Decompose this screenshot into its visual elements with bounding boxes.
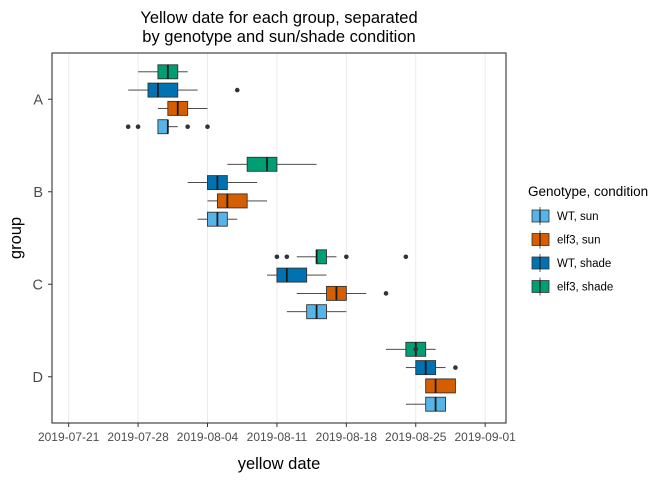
y-tick-label: A [33,92,43,108]
x-tick-label: 2019-08-04 [177,430,239,444]
box-C-elf3-shade [274,249,409,265]
iqr-box [246,156,278,172]
box-A-elf3-shade [138,64,188,80]
legend-entry: WT, sun [531,207,599,225]
box-B-wt-sun [197,211,238,227]
y-tick-label: B [33,185,43,201]
iqr-box [316,249,327,265]
legend-label: WT, sun [557,211,599,223]
box-B-elf3-shade [227,156,317,172]
x-axis-title: yellow date [238,455,321,473]
y-tick-label: D [33,370,43,386]
outlier-point [284,254,290,260]
plot-border [51,52,507,424]
box-C-elf3-sun [296,285,389,301]
outlier-point [135,124,141,129]
outlier-point [185,124,190,129]
x-tick-label: 2019-07-21 [38,430,100,444]
legend-label: WT, shade [557,258,611,270]
box-D-elf3-shade [386,341,436,357]
box-C-wt-shade [267,267,327,283]
boxplot-marks [125,64,458,412]
outlier-point [403,254,409,260]
outlier-point [234,87,240,93]
legend: Genotype, condition WT, sun elf3, sun WT, … [528,184,648,296]
outlier-point [413,347,419,352]
box-D-wt-sun [405,396,446,412]
x-axis: 2019-07-21 2019-07-28 2019-08-04 2019-08-11… [38,423,516,444]
x-tick-label: 2019-08-25 [385,430,447,444]
legend-label: elf3, shade [557,282,613,294]
legend-entry: WT, shade [531,254,611,272]
iqr-box [425,378,456,394]
legend-entry: elf3, sun [531,230,600,249]
iqr-box [276,267,308,283]
y-axis: A B C D [33,92,52,386]
iqr-box [157,119,169,135]
box-A-wt-shade [128,82,240,98]
x-tick-label: 2019-08-18 [316,430,378,444]
x-tick-label: 2019-08-11 [247,430,308,444]
x-tick-label: 2019-09-01 [454,430,516,444]
box-D-wt-shade [405,360,458,376]
box-D-elf3-sun [425,378,456,394]
legend-label: elf3, sun [557,235,600,247]
box-B-elf3-sun [207,193,268,209]
y-tick-label: C [33,277,43,293]
iqr-box [216,193,248,209]
outlier-point [125,124,131,129]
legend-entry: elf3, shade [531,277,613,296]
legend-title: Genotype, condition [528,184,648,199]
outlier-point [453,365,458,370]
x-tick-label: 2019-07-28 [107,430,169,444]
outlier-point [274,254,280,260]
chart-title-line-2: by genotype and sun/shade condition [142,28,415,46]
y-axis-title: group [7,217,25,259]
box-A-wt-sun [125,119,210,135]
iqr-box [147,82,179,98]
box-B-wt-shade [187,175,258,191]
outlier-point [205,124,210,129]
outlier-point [344,254,349,260]
outlier-point [383,291,389,296]
box-A-elf3-sun [157,100,208,116]
chart-title-line-1: Yellow date for each group, separated [140,9,417,27]
box-C-wt-sun [286,304,347,320]
